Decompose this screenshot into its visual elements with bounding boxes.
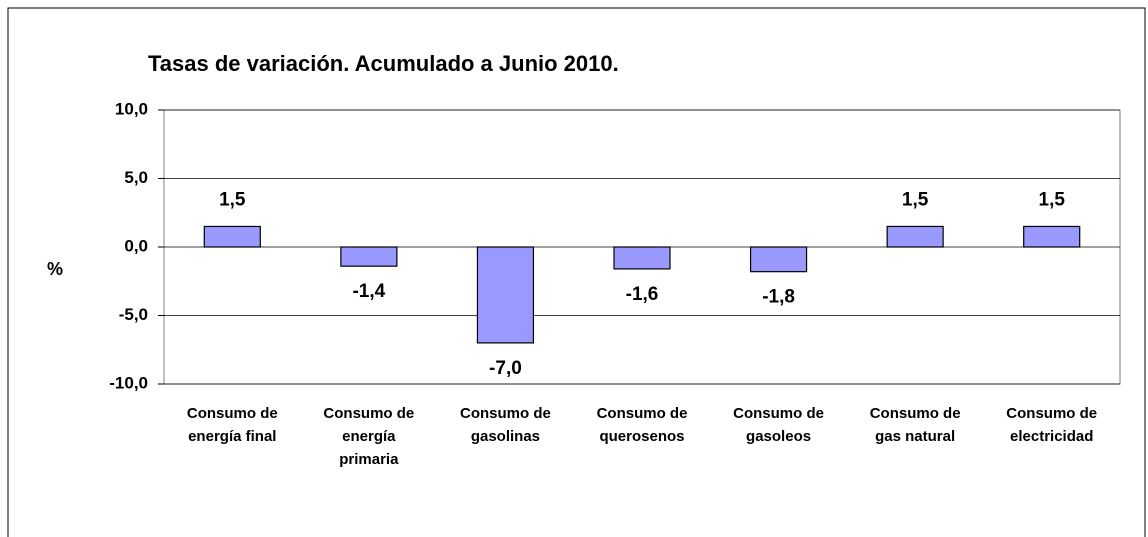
y-axis-label: % [47,259,63,279]
bar [203,225,261,248]
x-tick-label: Consumo de gasolinas [460,405,551,445]
data-label: 1,5 [219,189,246,210]
y-tick-label: 10,0 [115,99,148,118]
bar [340,246,398,267]
bar [613,246,671,270]
chart-title: Tasas de variación. Acumulado a Junio 20… [148,51,619,76]
bar [1023,225,1081,248]
x-tick-label: Consumo de energía primaria [323,405,415,468]
y-tick-label: -10,0 [109,373,148,392]
x-tick-label: Consumo de querosenos [596,405,688,445]
data-label: -1,6 [626,284,659,305]
data-label: 1,5 [1039,189,1066,210]
x-tick-label: Consumo de gasoleos [733,405,824,445]
x-tick-label: Consumo de electricidad [1006,405,1098,445]
y-tick-label: -5,0 [119,305,148,324]
bar [476,246,535,344]
data-label: 1,5 [902,189,929,210]
bar [749,246,808,273]
data-label: -7,0 [489,358,522,379]
data-label: -1,8 [762,287,795,308]
x-tick-label: Consumo de energía final [186,405,278,445]
x-tick-label: Consumo de gas natural [869,405,961,445]
bar [886,225,944,248]
y-tick-label: 0,0 [124,236,148,255]
frame [7,7,1146,537]
data-label: -1,4 [352,281,385,302]
y-tick-label: 5,0 [124,168,148,187]
